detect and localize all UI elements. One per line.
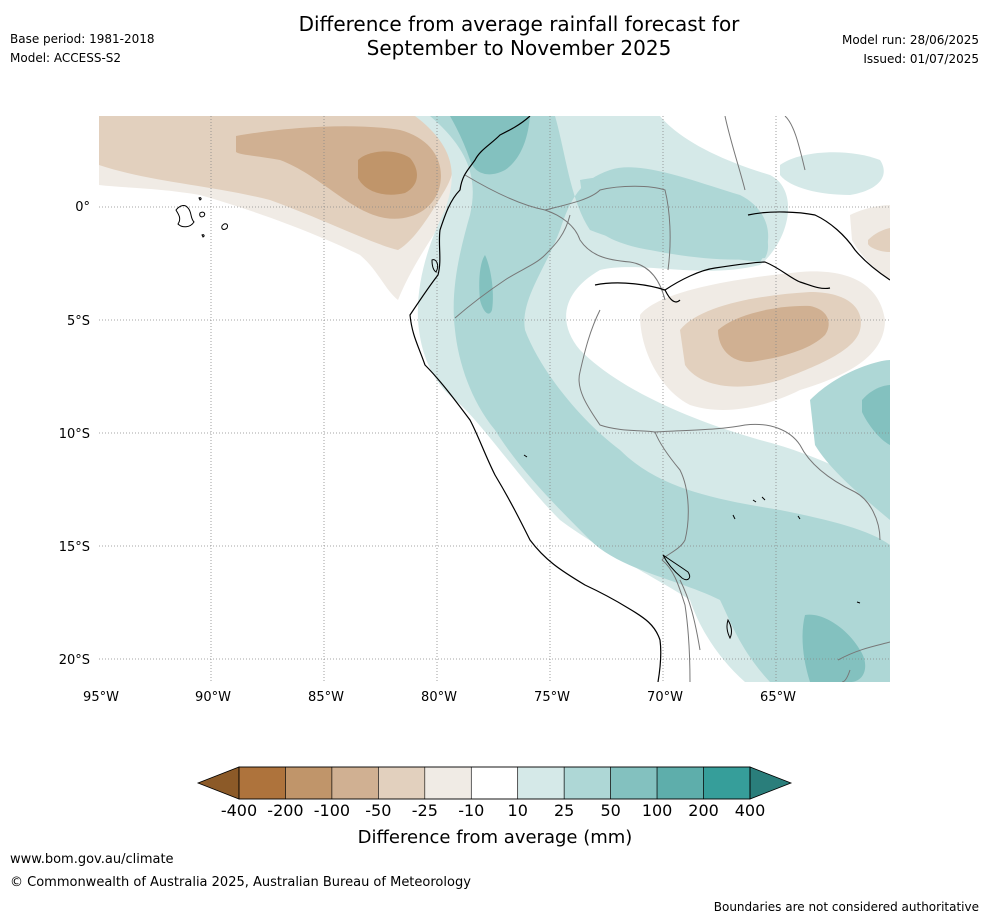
colorbar-tick-label: 10 [508, 801, 528, 820]
wet-anomaly-south-strong [802, 614, 866, 682]
coastline [409, 116, 890, 682]
colorbar-title: Difference from average (mm) [358, 827, 633, 848]
model-run-label: Model run: 28/06/2025 [841, 33, 979, 47]
graticule [99, 116, 890, 682]
colorbar-cell [610, 766, 658, 800]
wet-anomaly-east-core [862, 385, 890, 445]
colorbar-tick-label: -10 [458, 801, 484, 820]
colorbar-tick-label: 200 [688, 801, 719, 820]
lon-label-85w: 85°W [308, 690, 344, 705]
lon-label-80w: 80°W [421, 690, 457, 705]
colorbar-cell [563, 766, 611, 800]
dry-anomaly-ne-medium [868, 228, 890, 252]
country-borders [454, 116, 890, 682]
colorbar-tick-labels: -400 -200 -100 -50 -25 -10 10 25 50 100 200 400 [221, 801, 765, 820]
model-label: Model: ACCESS-S2 [10, 51, 122, 65]
lon-label-65w: 65°W [760, 690, 796, 705]
colorbar-cell [703, 766, 751, 800]
dry-anomaly-nw-strong [236, 126, 441, 219]
colorbar-cell [470, 766, 519, 800]
wet-anomaly-north-strong [450, 116, 530, 175]
lon-label-70w: 70°W [647, 690, 683, 705]
wet-anomaly-andes-medium [430, 116, 890, 682]
website-link[interactable]: www.bom.gov.au/climate [10, 852, 174, 867]
galapagos-islands [175, 197, 228, 238]
lat-label-15s: 15°S [59, 540, 90, 555]
lon-label-95w: 95°W [83, 690, 119, 705]
colorbar-cell [331, 766, 379, 800]
colorbar-tick-label: 400 [735, 801, 766, 820]
colorbar-extend-high [749, 766, 793, 800]
colorbar: -400 -200 -100 -50 -25 -10 10 25 50 100 200 400 Dif… [196, 766, 793, 848]
boundaries-disclaimer: Boundaries are not considered authoritat… [713, 900, 979, 914]
colorbar-tick-label: -25 [412, 801, 438, 820]
lon-label-75w: 75°W [534, 690, 570, 705]
colorbar-tick-label: -400 [221, 801, 257, 820]
colorbar-cell [238, 766, 286, 800]
colorbar-tick-label: -50 [365, 801, 391, 820]
copyright-text: © Commonwealth of Australia 2025, Austra… [10, 875, 471, 890]
colorbar-cell [378, 766, 426, 800]
colorbar-cell [517, 766, 565, 800]
wet-anomaly-andes-medium-east [580, 176, 769, 260]
colorbar-tick-label: -100 [314, 801, 350, 820]
colorbar-tick-label: 100 [642, 801, 673, 820]
colorbar-cell [285, 766, 333, 800]
map-plot-area [99, 116, 890, 682]
base-period-label: Base period: 1981-2018 [10, 32, 155, 46]
lon-label-90w: 90°W [195, 690, 231, 705]
lat-label-0: 0° [75, 200, 90, 215]
dry-anomaly-nw-core [358, 151, 417, 195]
lat-label-10s: 10°S [59, 427, 90, 442]
issued-label: Issued: 01/07/2025 [863, 52, 979, 66]
latitude-labels: 0° 5°S 10°S 15°S 20°S [59, 200, 90, 668]
lat-label-5s: 5°S [67, 314, 90, 329]
colorbar-tick-label: 25 [554, 801, 574, 820]
colorbar-tick-label: 50 [600, 801, 620, 820]
longitude-labels: 95°W 90°W 85°W 80°W 75°W 70°W 65°W [83, 690, 796, 705]
colorbar-tick-label: -200 [267, 801, 303, 820]
map-title: Difference from average rainfall forecas… [194, 12, 844, 60]
wet-anomaly-ne-light [780, 152, 884, 195]
lakes [431, 259, 861, 640]
colorbar-extend-low [196, 766, 240, 800]
colorbar-cell [656, 766, 704, 800]
lat-label-20s: 20°S [59, 653, 90, 668]
colorbar-cells [238, 766, 751, 800]
title-line-2: September to November 2025 [366, 36, 672, 60]
wet-anomaly-ecuador-strong [479, 255, 493, 314]
colorbar-cell [424, 766, 472, 800]
title-line-1: Difference from average rainfall forecas… [298, 12, 740, 36]
